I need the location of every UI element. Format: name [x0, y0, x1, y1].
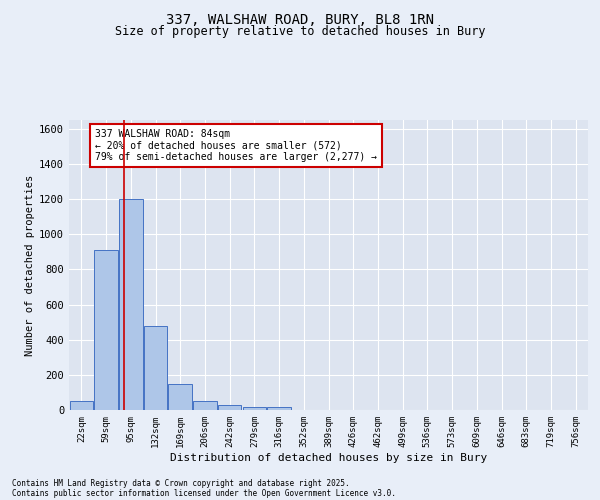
Bar — [119, 199, 143, 410]
Bar — [70, 401, 93, 410]
Text: Size of property relative to detached houses in Bury: Size of property relative to detached ho… — [115, 25, 485, 38]
Bar — [94, 250, 118, 410]
Bar — [193, 401, 217, 410]
Bar — [218, 404, 241, 410]
Bar — [268, 408, 291, 410]
Y-axis label: Number of detached properties: Number of detached properties — [25, 174, 35, 356]
Text: 337 WALSHAW ROAD: 84sqm
← 20% of detached houses are smaller (572)
79% of semi-d: 337 WALSHAW ROAD: 84sqm ← 20% of detache… — [95, 128, 377, 162]
Text: Contains HM Land Registry data © Crown copyright and database right 2025.: Contains HM Land Registry data © Crown c… — [12, 478, 350, 488]
Bar — [169, 384, 192, 410]
Bar — [242, 408, 266, 410]
Text: Contains public sector information licensed under the Open Government Licence v3: Contains public sector information licen… — [12, 488, 396, 498]
Text: 337, WALSHAW ROAD, BURY, BL8 1RN: 337, WALSHAW ROAD, BURY, BL8 1RN — [166, 12, 434, 26]
X-axis label: Distribution of detached houses by size in Bury: Distribution of detached houses by size … — [170, 452, 487, 462]
Bar — [144, 326, 167, 410]
